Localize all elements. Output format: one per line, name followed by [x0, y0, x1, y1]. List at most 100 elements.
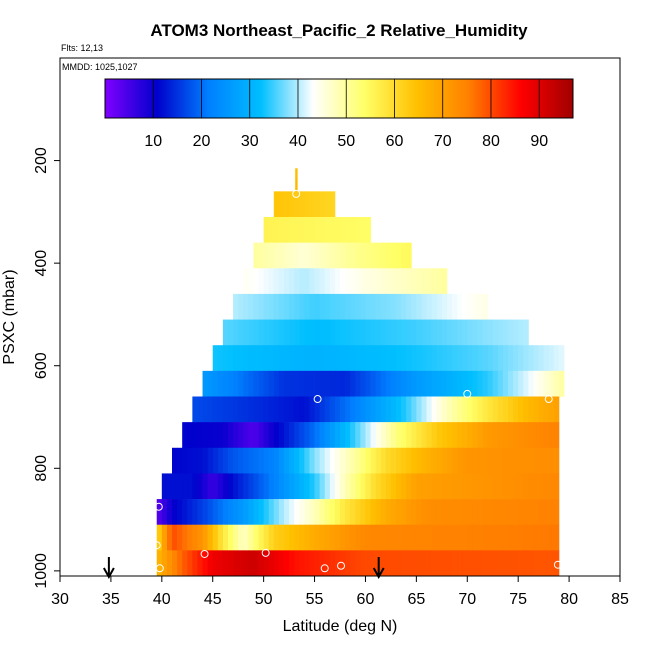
- heatmap-cell: [304, 422, 310, 449]
- heatmap-cell: [324, 524, 331, 551]
- heatmap-cell: [426, 422, 433, 449]
- heatmap-cell: [385, 422, 392, 449]
- heatmap-cell: [416, 499, 422, 526]
- heatmap-cell: [243, 499, 249, 526]
- heatmap-cell: [319, 345, 326, 372]
- heatmap-cell: [289, 216, 295, 243]
- y-tick-label: 800: [33, 455, 50, 482]
- heatmap-cell: [472, 524, 478, 551]
- heatmap-cell: [396, 499, 402, 526]
- heatmap-cell: [278, 524, 285, 551]
- heatmap-cell: [457, 422, 463, 449]
- heatmap-cell: [452, 319, 458, 346]
- heatmap-cell: [233, 422, 239, 449]
- heatmap-cell: [385, 447, 392, 474]
- heatmap-cell: [457, 499, 463, 526]
- heatmap-cell: [365, 370, 371, 397]
- heatmap-cell: [324, 396, 331, 423]
- heatmap-cell: [477, 550, 483, 577]
- heatmap-cell: [390, 319, 397, 346]
- heatmap-cell: [329, 550, 336, 577]
- heatmap-cell: [375, 396, 382, 423]
- heatmap-cell: [396, 370, 402, 397]
- heatmap-cell: [258, 268, 265, 295]
- heatmap-cell: [538, 550, 545, 577]
- heatmap-cell: [508, 473, 514, 500]
- heatmap-cell: [263, 396, 270, 423]
- x-tick-label: 70: [458, 591, 476, 608]
- heatmap-cell: [177, 550, 183, 577]
- heatmap-cell: [360, 396, 366, 423]
- heatmap-cell: [172, 499, 178, 526]
- heatmap-cell: [406, 396, 412, 423]
- heatmap-cell: [528, 473, 534, 500]
- heatmap-cell: [390, 242, 397, 269]
- heatmap-cell: [548, 345, 555, 372]
- heatmap-cell: [329, 216, 336, 243]
- heatmap-cell: [309, 370, 315, 397]
- heatmap-cell: [238, 396, 244, 423]
- heatmap-cell: [263, 345, 270, 372]
- heatmap-cell: [273, 216, 280, 243]
- heatmap-cell: [508, 422, 514, 449]
- heatmap-cell: [502, 473, 509, 500]
- heatmap-cell: [268, 370, 275, 397]
- heatmap-cell: [375, 447, 382, 474]
- heatmap-cell: [411, 396, 417, 423]
- heatmap-cell: [202, 447, 209, 474]
- colorbar-dividers: [152, 79, 540, 118]
- heatmap-cell: [528, 550, 534, 577]
- heatmap-cell: [207, 499, 214, 526]
- heatmap-cell: [340, 319, 346, 346]
- heatmap-cell: [314, 396, 321, 423]
- heatmap-cell: [289, 242, 295, 269]
- heatmap-cell: [324, 191, 331, 218]
- heatmap-cell: [411, 293, 417, 320]
- heatmap-cell: [314, 524, 321, 551]
- heatmap-cell: [482, 293, 489, 320]
- heatmap-cell: [421, 473, 427, 500]
- heatmap-cell: [284, 191, 290, 218]
- heatmap-cells: [156, 168, 565, 577]
- heatmap-cell: [299, 319, 305, 346]
- heatmap-cell: [268, 319, 275, 346]
- heatmap-cell: [299, 293, 305, 320]
- heatmap-cell: [385, 242, 392, 269]
- heatmap-cell: [518, 370, 524, 397]
- heatmap-cell: [222, 499, 229, 526]
- heatmap-cell: [319, 293, 326, 320]
- heatmap-cell: [431, 268, 438, 295]
- heatmap-cell: [390, 499, 397, 526]
- heatmap-cell: [543, 524, 550, 551]
- heatmap-cell: [472, 396, 478, 423]
- heatmap-cell: [268, 499, 275, 526]
- heatmap-cell: [390, 293, 397, 320]
- heatmap-cell: [350, 396, 356, 423]
- heatmap-cell: [401, 499, 407, 526]
- heatmap-cell: [258, 473, 265, 500]
- heatmap-cell: [212, 524, 219, 551]
- heatmap-cell: [258, 293, 265, 320]
- heatmap-cell: [477, 422, 483, 449]
- heatmap-cell: [207, 473, 214, 500]
- heatmap-cell: [497, 345, 504, 372]
- heatmap-cell: [360, 550, 366, 577]
- heatmap-cell: [253, 422, 259, 449]
- heatmap-cell: [513, 524, 519, 551]
- heatmap-cell: [497, 396, 504, 423]
- heatmap-cell: [233, 447, 239, 474]
- heatmap-cell: [436, 268, 443, 295]
- heatmap-cell: [365, 242, 371, 269]
- heatmap-cell: [248, 422, 254, 449]
- heatmap-cell: [416, 396, 422, 423]
- heatmap-cell: [217, 370, 224, 397]
- heatmap-cell: [411, 550, 417, 577]
- heatmap-cell: [258, 447, 265, 474]
- heatmap-cell: [309, 447, 315, 474]
- heatmap-cell: [212, 396, 219, 423]
- heatmap-cell: [406, 345, 412, 372]
- heatmap-cell: [263, 268, 270, 295]
- heatmap-cell: [375, 345, 382, 372]
- heatmap-cell: [329, 447, 336, 474]
- heatmap-cell: [284, 319, 290, 346]
